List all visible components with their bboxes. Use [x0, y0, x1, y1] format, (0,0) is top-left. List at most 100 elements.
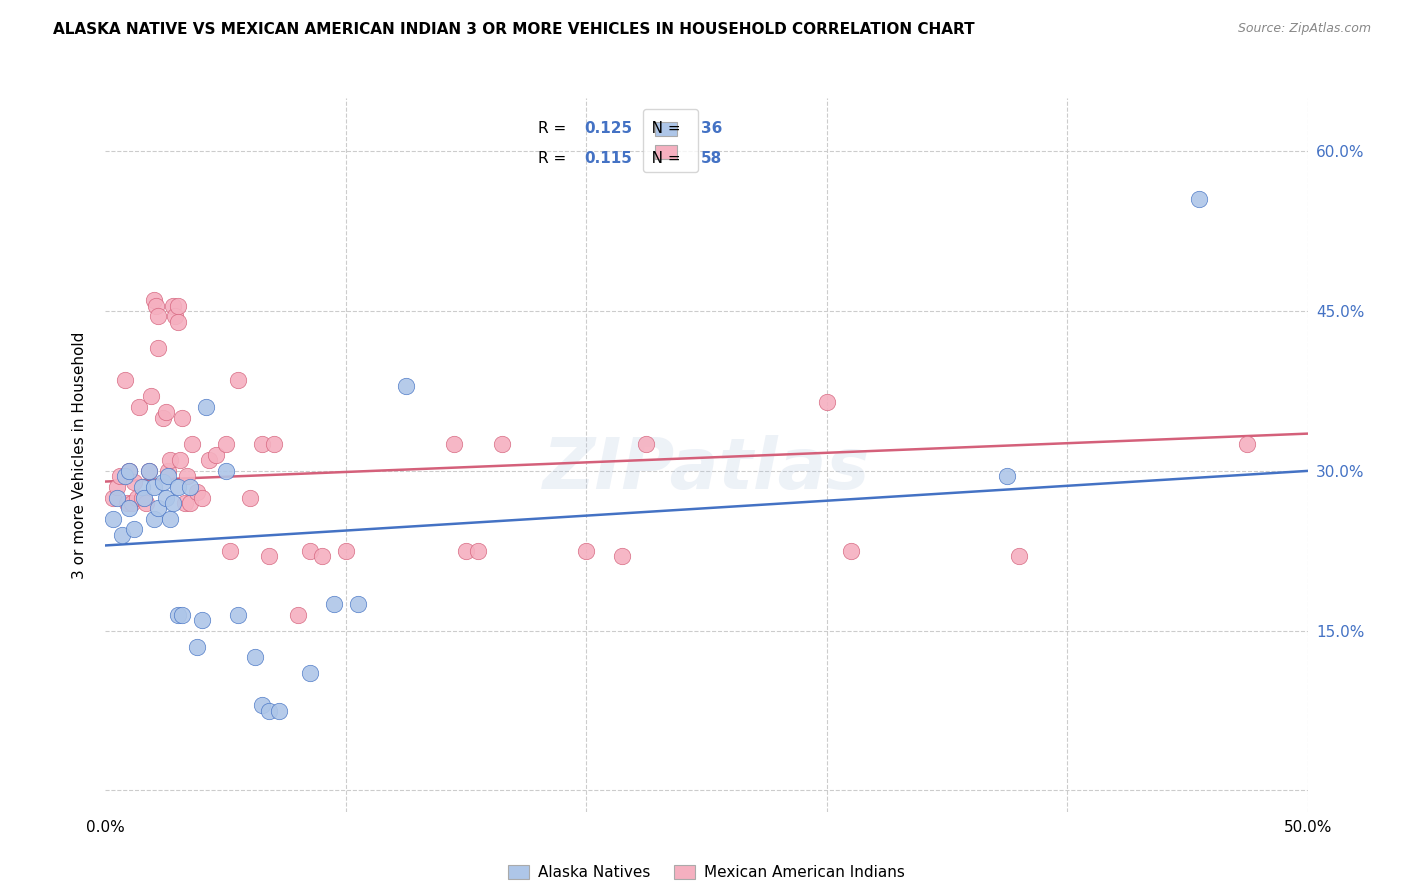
Point: [156, 469, 179, 483]
Point: [139, 389, 162, 403]
Point: [124, 475, 146, 489]
Point: [132, 491, 155, 505]
Point: [190, 613, 212, 627]
Point: [166, 480, 188, 494]
Point: [995, 469, 1018, 483]
Text: 58: 58: [700, 151, 721, 166]
Point: [121, 496, 143, 510]
Point: [1188, 192, 1211, 206]
Point: [443, 437, 465, 451]
Point: [162, 299, 184, 313]
Point: [198, 453, 221, 467]
Point: [165, 310, 187, 324]
Point: [575, 543, 598, 558]
Point: [138, 464, 160, 478]
Point: [159, 453, 181, 467]
Text: R =: R =: [538, 151, 571, 166]
Text: N =: N =: [637, 120, 685, 136]
Point: [148, 501, 170, 516]
Point: [205, 448, 228, 462]
Text: ALASKA NATIVE VS MEXICAN AMERICAN INDIAN 3 OR MORE VEHICLES IN HOUSEHOLD CORRELA: ALASKA NATIVE VS MEXICAN AMERICAN INDIAN…: [53, 22, 974, 37]
Point: [839, 543, 862, 558]
Point: [131, 480, 153, 494]
Point: [636, 437, 658, 451]
Point: [159, 512, 181, 526]
Point: [214, 437, 236, 451]
Point: [257, 549, 280, 563]
Point: [250, 698, 273, 713]
Point: [298, 666, 321, 681]
Point: [190, 491, 212, 505]
Point: [267, 704, 290, 718]
Point: [335, 543, 357, 558]
Point: [111, 528, 134, 542]
Point: [107, 480, 129, 494]
Point: [128, 400, 150, 414]
Point: [108, 469, 131, 483]
Y-axis label: 3 or more Vehicles in Household: 3 or more Vehicles in Household: [72, 331, 87, 579]
Point: [101, 491, 124, 505]
Point: [166, 299, 188, 313]
Point: [145, 299, 167, 313]
Point: [142, 480, 165, 494]
Point: [243, 650, 266, 665]
Point: [239, 491, 262, 505]
Point: [166, 607, 188, 622]
Point: [214, 464, 236, 478]
Point: [612, 549, 634, 563]
Point: [173, 496, 195, 510]
Point: [155, 405, 177, 419]
Point: [176, 469, 198, 483]
Point: [1236, 437, 1258, 451]
Point: [124, 523, 146, 537]
Point: [186, 485, 208, 500]
Text: Source: ZipAtlas.com: Source: ZipAtlas.com: [1237, 22, 1371, 36]
Point: [179, 496, 201, 510]
Point: [172, 410, 194, 425]
Point: [142, 512, 165, 526]
Point: [142, 293, 165, 308]
Text: 0.125: 0.125: [583, 120, 633, 136]
Point: [135, 496, 157, 510]
Text: R =: R =: [538, 120, 571, 136]
Point: [169, 453, 191, 467]
Point: [298, 543, 321, 558]
Text: 36: 36: [700, 120, 721, 136]
Point: [152, 410, 174, 425]
Point: [454, 543, 477, 558]
Point: [138, 464, 160, 478]
Point: [172, 607, 194, 622]
Point: [195, 400, 218, 414]
Point: [118, 464, 141, 478]
Point: [148, 310, 170, 324]
Point: [162, 496, 184, 510]
Point: [226, 607, 249, 622]
Point: [263, 437, 285, 451]
Legend: Alaska Natives, Mexican American Indians: Alaska Natives, Mexican American Indians: [502, 858, 911, 886]
Point: [186, 640, 208, 654]
Point: [107, 491, 129, 505]
Point: [219, 543, 242, 558]
Point: [287, 607, 309, 622]
Point: [152, 475, 174, 489]
Point: [311, 549, 333, 563]
Point: [156, 464, 179, 478]
Point: [491, 437, 513, 451]
Point: [226, 373, 249, 387]
Point: [125, 491, 148, 505]
Text: N =: N =: [637, 151, 685, 166]
Point: [395, 378, 418, 392]
Point: [257, 704, 280, 718]
Point: [166, 315, 188, 329]
Point: [179, 480, 201, 494]
Point: [118, 501, 141, 516]
Text: ZIPatlas: ZIPatlas: [543, 434, 870, 504]
Point: [181, 437, 204, 451]
Point: [148, 342, 170, 356]
Point: [131, 491, 153, 505]
Point: [250, 437, 273, 451]
Point: [467, 543, 489, 558]
Point: [114, 469, 136, 483]
Point: [115, 496, 138, 510]
Point: [322, 597, 344, 611]
